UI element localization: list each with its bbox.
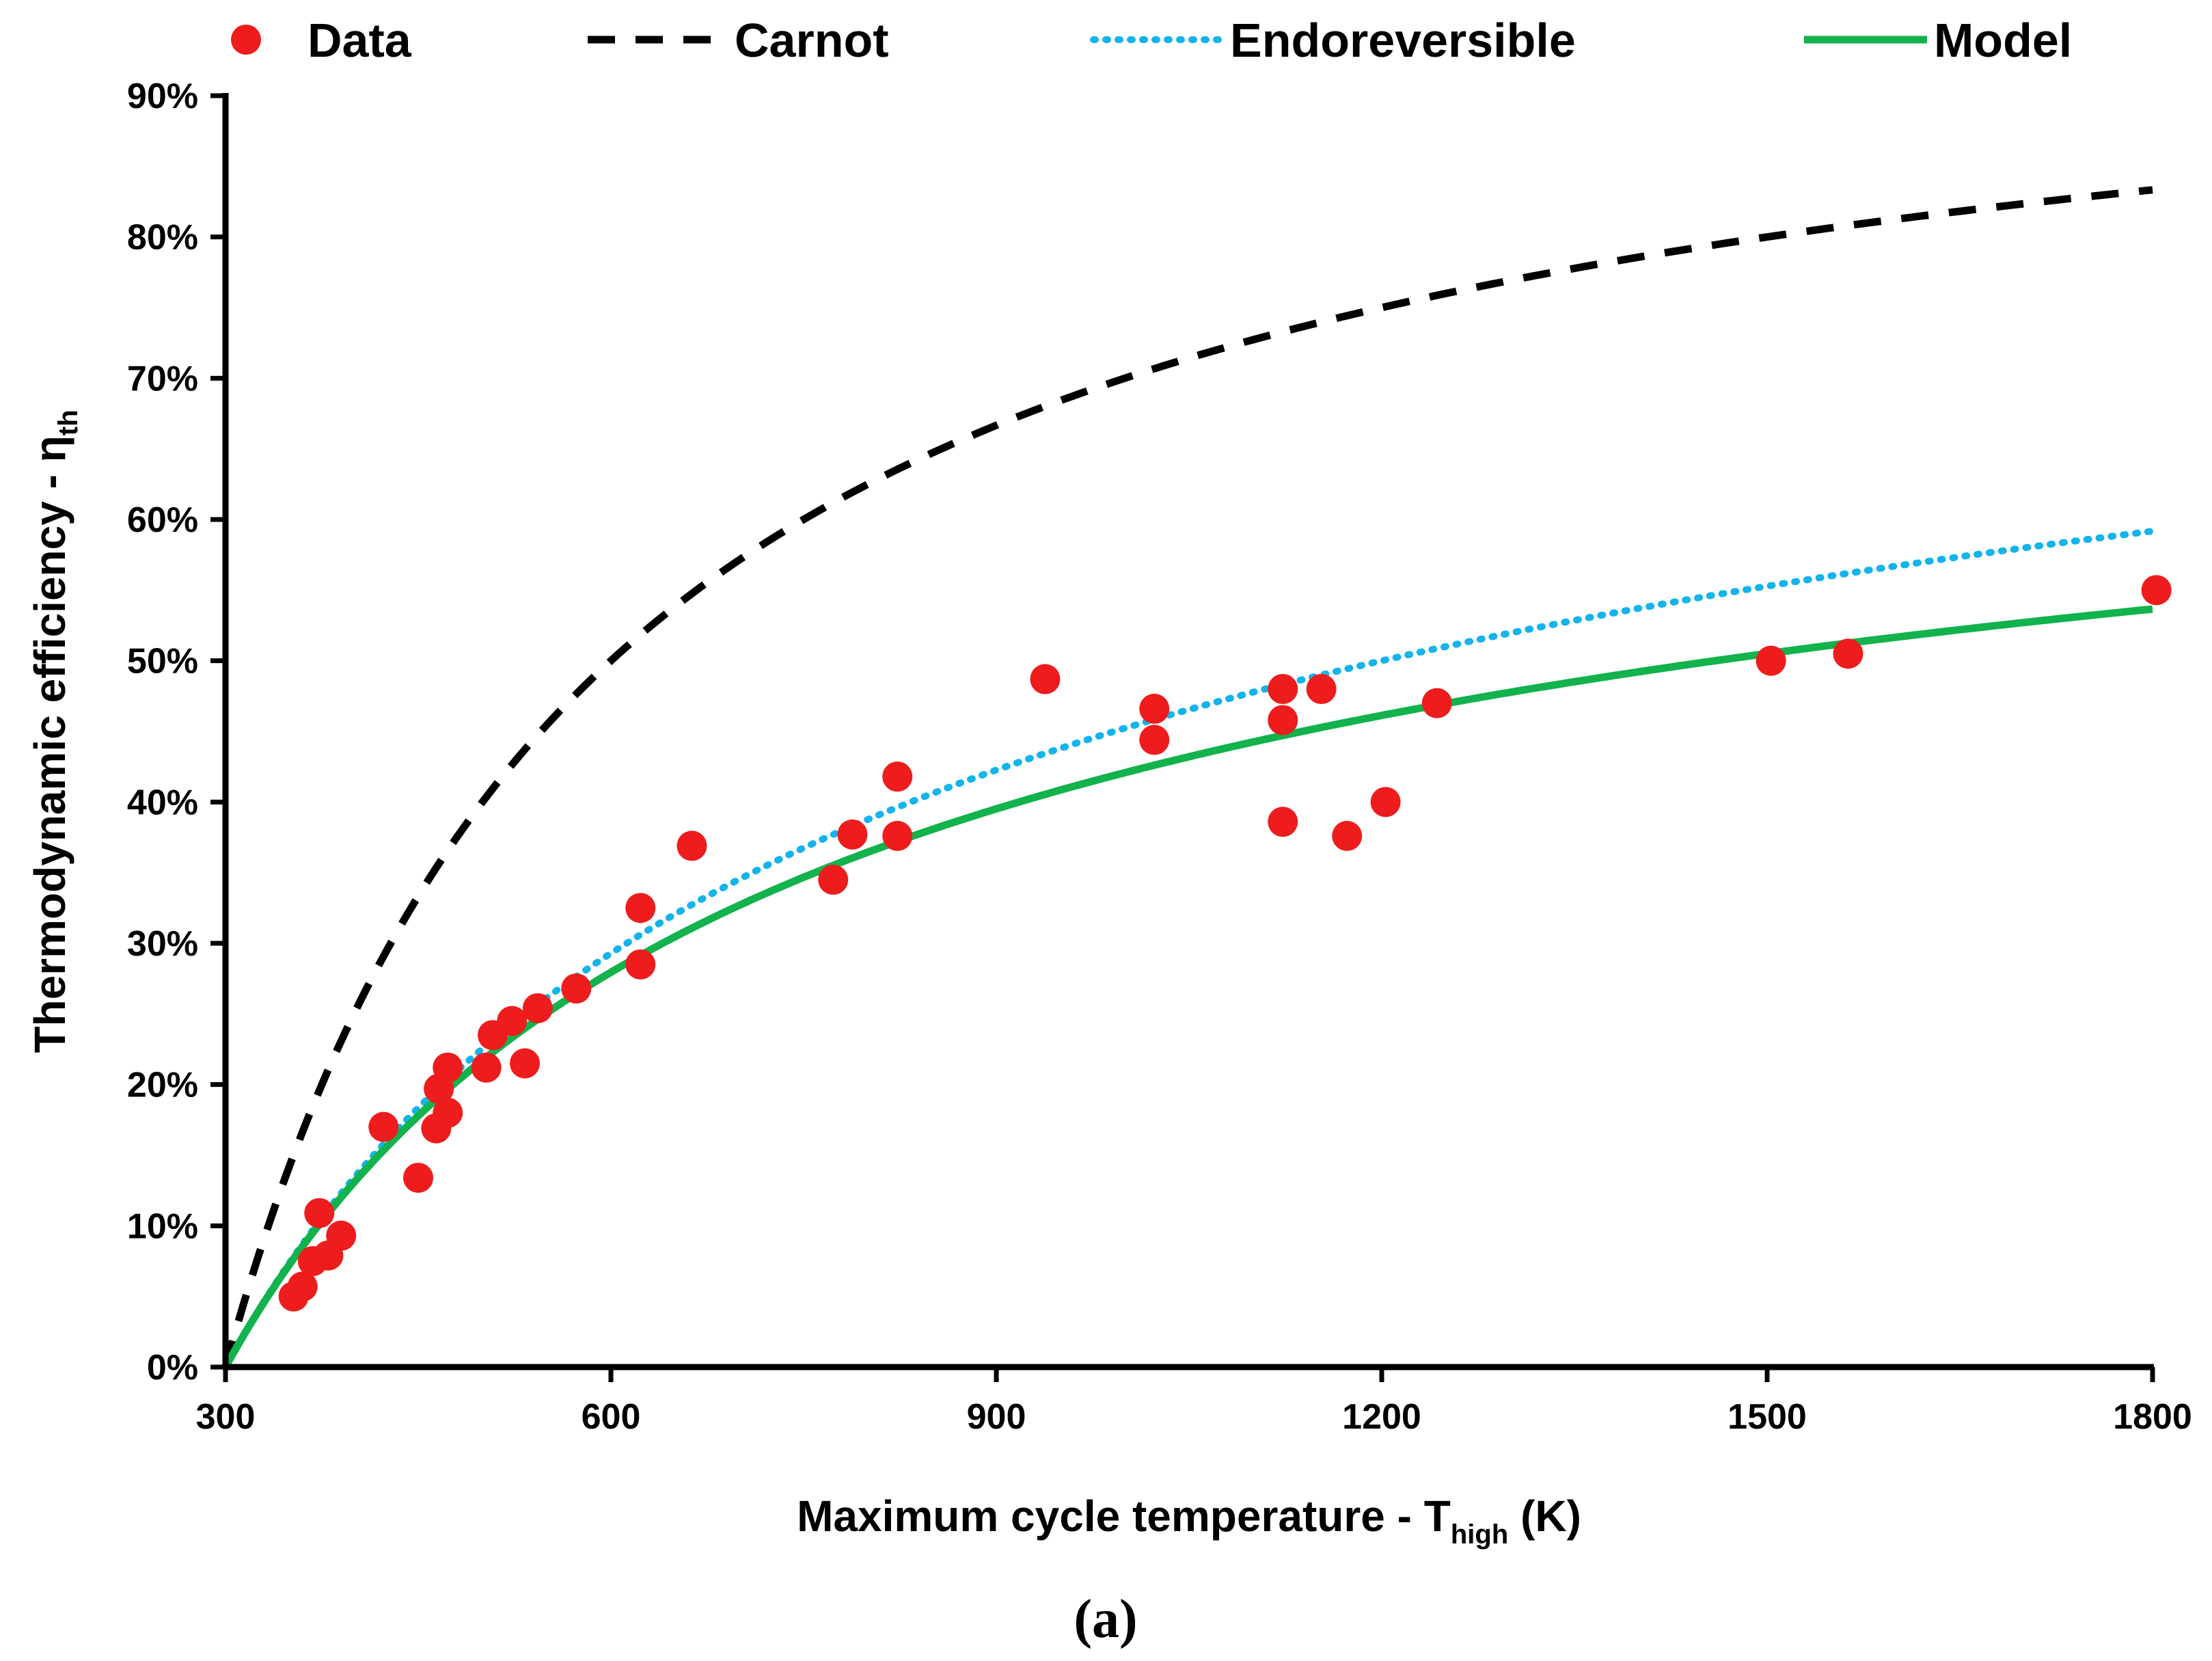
curve-model bbox=[222, 605, 2153, 1369]
data-point bbox=[368, 1111, 399, 1142]
data-point bbox=[510, 1048, 541, 1079]
data-point bbox=[1370, 787, 1401, 818]
y-tick-label: 80% bbox=[127, 218, 198, 258]
curve-carnot bbox=[221, 186, 2153, 1368]
tick-marks bbox=[210, 93, 2155, 1382]
data-point bbox=[818, 865, 849, 895]
data-point bbox=[882, 761, 913, 792]
legend: Data Carnot Endoreversible Model bbox=[231, 14, 2072, 67]
x-tick-label: 1800 bbox=[2113, 1397, 2192, 1437]
data-point bbox=[433, 1098, 463, 1128]
data-point bbox=[1756, 645, 1786, 676]
legend-label-endoreversible: Endoreversible bbox=[1230, 14, 1576, 67]
y-tick-label: 70% bbox=[127, 359, 198, 399]
data-point bbox=[522, 993, 553, 1024]
curve-endoreversible bbox=[222, 528, 2156, 1370]
data-point bbox=[403, 1163, 433, 1193]
data-point bbox=[1332, 820, 1363, 851]
data-point bbox=[326, 1220, 357, 1251]
tick-labels: 300 600 900 1200 1500 1800 0% 10% 20% 30% 40% 50% 60… bbox=[127, 77, 2192, 1437]
data-point bbox=[625, 893, 656, 923]
figure-caption: (a) bbox=[1074, 1589, 1137, 1649]
data-point bbox=[677, 830, 707, 861]
data-point bbox=[2141, 575, 2172, 606]
data-point bbox=[1139, 693, 1170, 724]
y-tick-label: 90% bbox=[127, 77, 198, 116]
legend-marker-data bbox=[231, 25, 261, 55]
y-tick-label: 30% bbox=[127, 924, 198, 964]
y-tick-label: 40% bbox=[127, 783, 198, 822]
data-point bbox=[287, 1271, 318, 1302]
legend-label-carnot: Carnot bbox=[735, 14, 889, 67]
data-point bbox=[1139, 725, 1170, 755]
y-tick-label: 20% bbox=[127, 1066, 198, 1105]
legend-label-data: Data bbox=[308, 14, 412, 67]
data-point bbox=[1306, 674, 1337, 704]
x-tick-label: 1200 bbox=[1342, 1397, 1421, 1437]
data-points bbox=[278, 575, 2172, 1312]
y-tick-label: 0% bbox=[147, 1348, 198, 1388]
data-point bbox=[433, 1052, 463, 1083]
data-point bbox=[882, 820, 913, 851]
data-point bbox=[1268, 705, 1298, 735]
x-tick-label: 900 bbox=[967, 1397, 1026, 1437]
data-point bbox=[561, 973, 592, 1004]
legend-label-model: Model bbox=[1934, 14, 2072, 67]
y-tick-label: 10% bbox=[127, 1206, 198, 1246]
y-axis-title: Thermodynamic efficiency - ηth bbox=[25, 409, 83, 1053]
data-point bbox=[625, 949, 656, 980]
data-point bbox=[1421, 688, 1452, 718]
x-axis-title: Maximum cycle temperature - Thigh (K) bbox=[797, 1491, 1581, 1550]
x-tick-label: 1500 bbox=[1728, 1397, 1807, 1437]
y-tick-label: 60% bbox=[127, 500, 198, 540]
x-tick-label: 300 bbox=[196, 1397, 256, 1437]
series-curves bbox=[221, 186, 2156, 1370]
data-point bbox=[497, 1005, 528, 1036]
x-tick-label: 600 bbox=[582, 1397, 641, 1437]
data-point bbox=[1030, 664, 1061, 694]
data-point bbox=[1833, 638, 1863, 669]
y-tick-label: 50% bbox=[127, 642, 198, 681]
axes bbox=[222, 93, 2154, 1370]
data-point bbox=[471, 1052, 502, 1083]
data-point bbox=[1268, 674, 1298, 704]
data-point bbox=[837, 819, 868, 850]
data-point bbox=[1268, 807, 1298, 837]
data-point bbox=[304, 1198, 335, 1228]
